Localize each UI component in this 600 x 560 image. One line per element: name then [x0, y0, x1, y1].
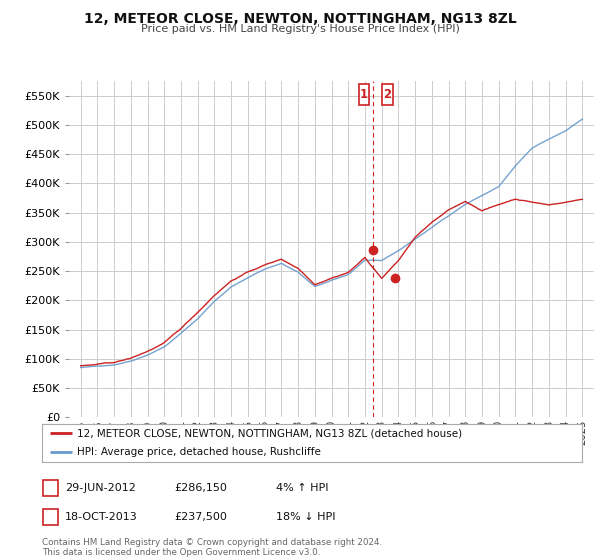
Text: 12, METEOR CLOSE, NEWTON, NOTTINGHAM, NG13 8ZL (detached house): 12, METEOR CLOSE, NEWTON, NOTTINGHAM, NG… — [77, 428, 462, 438]
Text: 12, METEOR CLOSE, NEWTON, NOTTINGHAM, NG13 8ZL: 12, METEOR CLOSE, NEWTON, NOTTINGHAM, NG… — [83, 12, 517, 26]
Text: HPI: Average price, detached house, Rushcliffe: HPI: Average price, detached house, Rush… — [77, 447, 321, 458]
Text: 29-JUN-2012: 29-JUN-2012 — [65, 483, 136, 493]
Text: Price paid vs. HM Land Registry's House Price Index (HPI): Price paid vs. HM Land Registry's House … — [140, 24, 460, 34]
Text: £286,150: £286,150 — [174, 483, 227, 493]
Text: 2: 2 — [383, 88, 392, 101]
Text: 1: 1 — [360, 88, 368, 101]
Text: 18% ↓ HPI: 18% ↓ HPI — [276, 512, 335, 522]
Text: £237,500: £237,500 — [174, 512, 227, 522]
Bar — [359, 84, 369, 105]
Text: 2: 2 — [47, 512, 55, 522]
Text: 1: 1 — [47, 483, 55, 493]
Text: 4% ↑ HPI: 4% ↑ HPI — [276, 483, 329, 493]
Text: 18-OCT-2013: 18-OCT-2013 — [65, 512, 137, 522]
Bar — [382, 84, 392, 105]
Text: Contains HM Land Registry data © Crown copyright and database right 2024.
This d: Contains HM Land Registry data © Crown c… — [42, 538, 382, 557]
